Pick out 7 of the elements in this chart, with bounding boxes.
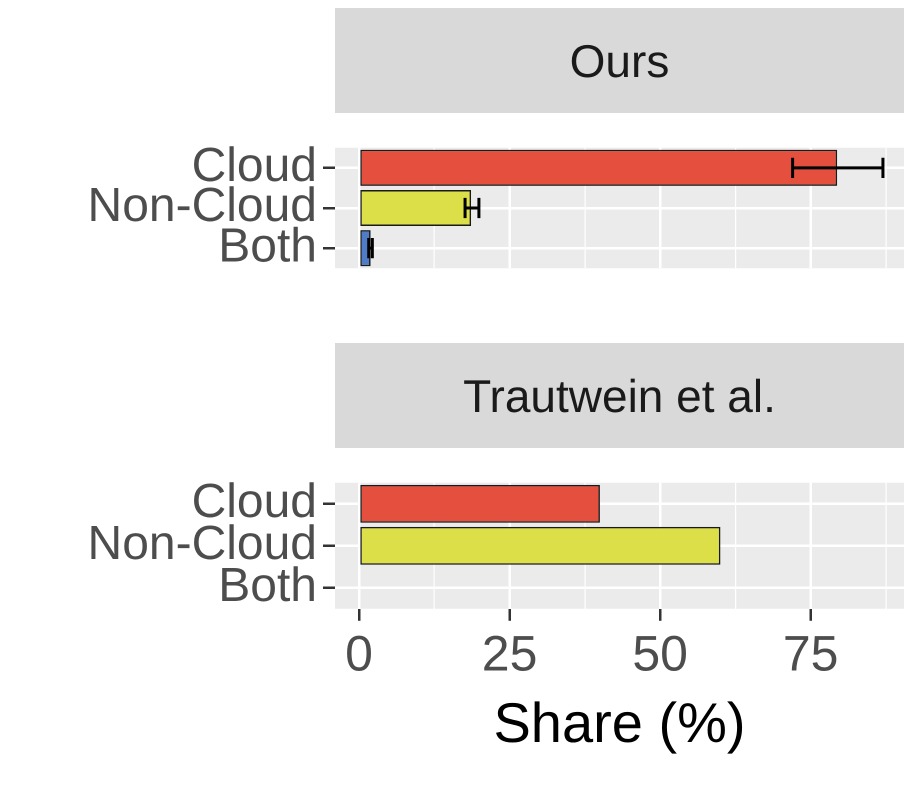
chart-title: Ours (335, 8, 904, 113)
x-tick-label: 50 (632, 626, 688, 682)
x-tick-label: 0 (345, 626, 373, 682)
x-tick-label: 25 (482, 626, 538, 682)
x-axis-title: Share (%) (493, 690, 746, 754)
chart-title: Trautwein et al. (335, 343, 904, 448)
x-tick-label: 75 (782, 626, 838, 682)
